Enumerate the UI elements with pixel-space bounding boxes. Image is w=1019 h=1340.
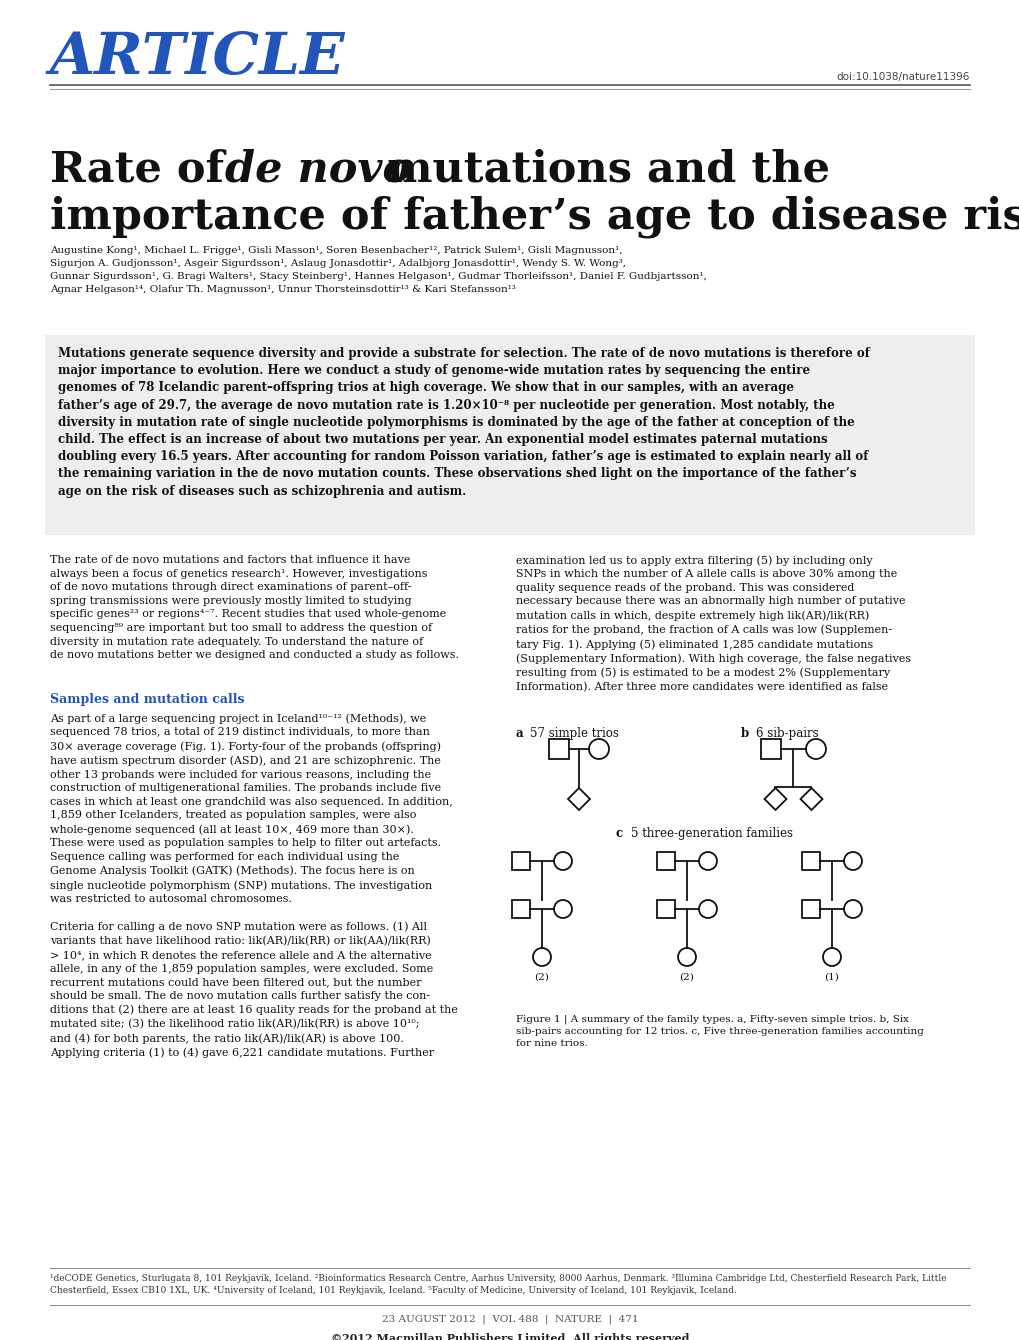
Bar	[45, 335, 974, 535]
Bar	[801, 852, 819, 870]
Bar	[656, 852, 675, 870]
Text: Figure 1 | A summary of the family types. a, Fifty-seven simple trios. b, Six
si: Figure 1 | A summary of the family types…	[516, 1014, 923, 1048]
Text: ¹deCODE Genetics, Sturlugata 8, 101 Reykjavik, Iceland. ²Bioinformatics Research: ¹deCODE Genetics, Sturlugata 8, 101 Reyk…	[50, 1274, 946, 1294]
Text: (2): (2)	[679, 973, 694, 982]
Bar	[512, 852, 530, 870]
Text: c: c	[615, 827, 623, 840]
Text: (2): (2)	[534, 973, 549, 982]
Text: Samples and mutation calls: Samples and mutation calls	[50, 693, 245, 706]
Text: ©2012 Macmillan Publishers Limited. All rights reserved: ©2012 Macmillan Publishers Limited. All …	[330, 1333, 689, 1340]
Text: doi:10.1038/nature11396: doi:10.1038/nature11396	[836, 72, 969, 82]
Bar	[760, 738, 781, 758]
Text: a: a	[516, 728, 523, 740]
Text: b: b	[740, 728, 749, 740]
Text: Augustine Kong¹, Michael L. Frigge¹, Gisli Masson¹, Soren Besenbacher¹², Patrick: Augustine Kong¹, Michael L. Frigge¹, Gis…	[50, 247, 706, 293]
Text: As part of a large sequencing project in Iceland¹⁰⁻¹² (Methods), we
sequenced 78: As part of a large sequencing project in…	[50, 713, 458, 1059]
Text: 6 sib-pairs: 6 sib-pairs	[755, 728, 818, 740]
Text: Mutations generate sequence diversity and provide a substrate for selection. The: Mutations generate sequence diversity an…	[58, 347, 869, 497]
Bar	[801, 900, 819, 918]
Text: The rate of de novo mutations and factors that influence it have
always been a f: The rate of de novo mutations and factor…	[50, 555, 459, 661]
Text: de novo: de novo	[225, 147, 411, 190]
Text: 57 simple trios: 57 simple trios	[530, 728, 619, 740]
Text: examination led us to apply extra filtering (5) by including only
SNPs in which : examination led us to apply extra filter…	[516, 555, 910, 693]
Text: 23 AUGUST 2012  |  VOL 488  |  NATURE  |  471: 23 AUGUST 2012 | VOL 488 | NATURE | 471	[381, 1315, 638, 1324]
Bar	[548, 738, 569, 758]
Bar	[512, 900, 530, 918]
Text: mutations and the: mutations and the	[372, 147, 829, 190]
Text: Rate of: Rate of	[50, 147, 238, 190]
Text: ARTICLE: ARTICLE	[50, 29, 345, 87]
Text: (1): (1)	[823, 973, 839, 982]
Bar	[656, 900, 675, 918]
Text: 5 three-generation families: 5 three-generation families	[631, 827, 792, 840]
Text: importance of father’s age to disease risk: importance of father’s age to disease ri…	[50, 196, 1019, 237]
